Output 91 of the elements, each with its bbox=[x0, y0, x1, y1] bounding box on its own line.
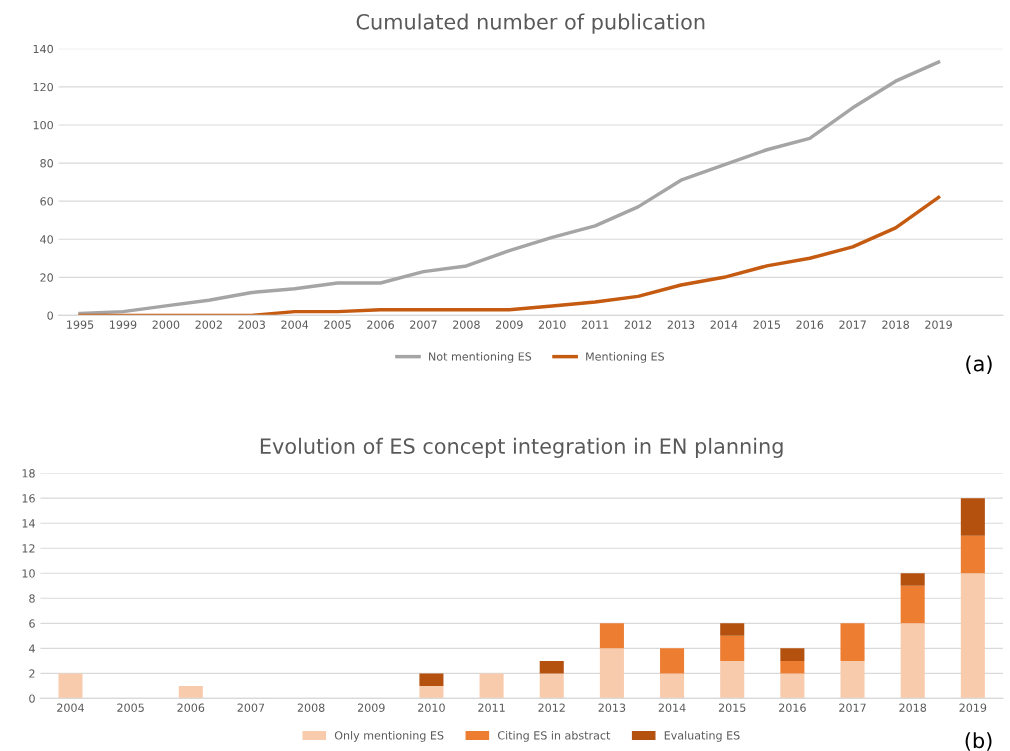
x-tick-label: 1995 bbox=[67, 320, 94, 329]
x-tick-label: 2019 bbox=[959, 703, 987, 712]
bar bbox=[419, 673, 444, 686]
bar bbox=[660, 673, 685, 699]
bar bbox=[960, 535, 985, 574]
bar bbox=[720, 660, 745, 699]
x-tick-label: 2011 bbox=[581, 320, 609, 329]
x-tick-label: 2014 bbox=[658, 703, 686, 712]
y-tick-label: 0 bbox=[29, 694, 35, 703]
chart-title: Evolution of ES concept integration in EN planning bbox=[260, 437, 783, 459]
chart-title: Cumulated number of publication bbox=[356, 13, 705, 34]
bar bbox=[780, 648, 805, 661]
x-tick-label: 2017 bbox=[839, 320, 866, 329]
y-tick-label: 12 bbox=[22, 544, 35, 553]
bar bbox=[960, 498, 985, 536]
y-tick-label: 80 bbox=[40, 159, 53, 168]
y-tick-label: 0 bbox=[47, 311, 53, 320]
x-tick-label: 2013 bbox=[598, 703, 626, 712]
bar bbox=[178, 685, 203, 699]
bar bbox=[599, 648, 624, 699]
legend-label: Not mentioning ES bbox=[429, 352, 532, 363]
bar bbox=[840, 623, 865, 661]
legend-label: Mentioning ES bbox=[586, 352, 665, 363]
line-series bbox=[78, 195, 941, 316]
bar bbox=[840, 660, 865, 699]
x-tick-label: 2016 bbox=[779, 703, 806, 712]
x-tick-label: 2009 bbox=[357, 703, 385, 712]
y-tick-label: 100 bbox=[33, 120, 53, 130]
legend-label: Evaluating ES bbox=[664, 730, 740, 742]
legend-label: Only mentioning ES bbox=[334, 730, 444, 742]
x-tick-label: 2010 bbox=[418, 703, 445, 712]
bar bbox=[900, 573, 925, 586]
x-tick-label: 1999 bbox=[110, 320, 137, 329]
y-tick-label: 16 bbox=[22, 494, 35, 503]
y-tick-label: 10 bbox=[22, 569, 35, 578]
x-tick-label: 2006 bbox=[177, 703, 205, 712]
y-tick-label: 20 bbox=[40, 273, 53, 282]
bar bbox=[599, 623, 624, 649]
bar bbox=[720, 623, 745, 636]
text: (a) bbox=[966, 355, 992, 374]
y-tick-label: 140 bbox=[33, 44, 53, 54]
x-tick-label: 2014 bbox=[710, 320, 738, 329]
x-tick-label: 2012 bbox=[538, 703, 565, 712]
y-tick-label: 6 bbox=[29, 619, 35, 628]
x-tick-label: 2015 bbox=[753, 320, 781, 329]
bar bbox=[720, 635, 745, 661]
bar bbox=[479, 673, 504, 699]
y-tick-label: 18 bbox=[22, 469, 35, 478]
bar bbox=[539, 673, 564, 699]
legend-label: Citing ES in abstract bbox=[497, 730, 611, 742]
bar bbox=[960, 573, 985, 699]
y-tick-label: 40 bbox=[40, 235, 53, 244]
x-tick-label: 2003 bbox=[238, 320, 265, 329]
text: (b) bbox=[965, 732, 992, 751]
bar bbox=[419, 685, 444, 699]
y-tick-label: 8 bbox=[29, 594, 35, 603]
x-tick-label: 2016 bbox=[796, 320, 824, 329]
x-tick-label: 2005 bbox=[324, 320, 351, 329]
y-tick-label: 2 bbox=[29, 669, 35, 678]
line-series bbox=[78, 60, 941, 316]
x-tick-label: 2002 bbox=[195, 320, 222, 329]
x-tick-label: 2011 bbox=[478, 703, 505, 712]
bar bbox=[780, 660, 805, 674]
x-tick-label: 2008 bbox=[453, 320, 480, 329]
x-tick-label: 2015 bbox=[718, 703, 746, 712]
x-tick-label: 2006 bbox=[367, 320, 394, 329]
x-tick-label: 2018 bbox=[899, 703, 927, 712]
x-tick-label: 2005 bbox=[117, 703, 144, 712]
x-tick-label: 2017 bbox=[839, 703, 866, 712]
x-tick-label: 2012 bbox=[624, 320, 652, 329]
y-tick-label: 60 bbox=[40, 197, 53, 206]
y-tick-label: 120 bbox=[33, 82, 53, 92]
x-tick-label: 2004 bbox=[57, 703, 84, 712]
x-tick-label: 2000 bbox=[152, 320, 180, 329]
x-tick-label: 2004 bbox=[281, 320, 309, 329]
x-tick-label: 2010 bbox=[538, 320, 566, 329]
x-tick-label: 2007 bbox=[237, 703, 265, 712]
x-tick-label: 2018 bbox=[882, 320, 909, 329]
x-tick-label: 2013 bbox=[667, 320, 695, 329]
x-tick-label: 2007 bbox=[410, 320, 437, 329]
bar bbox=[539, 660, 564, 674]
bar bbox=[900, 623, 925, 699]
bar bbox=[780, 673, 805, 699]
x-tick-label: 2009 bbox=[495, 320, 523, 329]
x-tick-label: 2019 bbox=[925, 320, 952, 329]
bar bbox=[900, 585, 925, 624]
x-tick-label: 2008 bbox=[297, 703, 325, 712]
y-tick-label: 14 bbox=[22, 519, 35, 528]
bar bbox=[58, 673, 83, 699]
bar bbox=[660, 648, 685, 674]
y-tick-label: 4 bbox=[29, 644, 35, 653]
